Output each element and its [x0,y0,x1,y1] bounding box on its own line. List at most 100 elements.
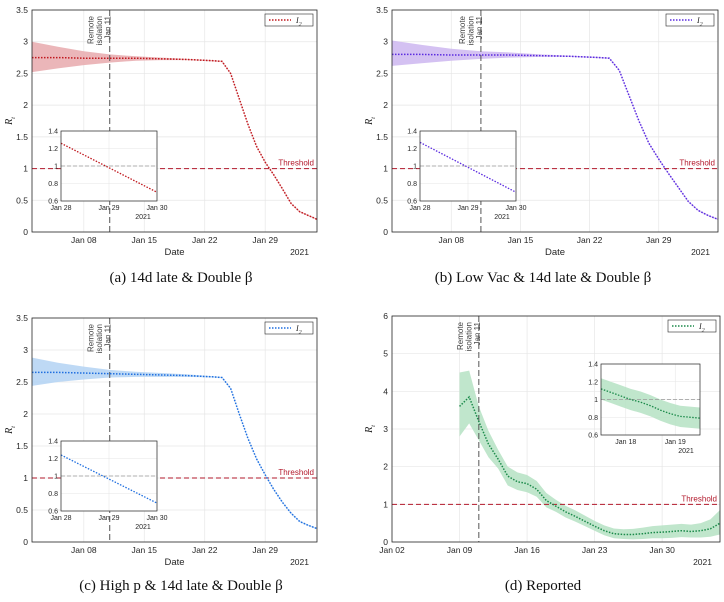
y-tick-label: 5 [383,349,388,359]
inset-y-tick-label: 0.6 [588,433,598,440]
x-axis-label: Date [545,247,565,258]
inset-a: 0.6 0.8 1 1.2 1.4 Jan 28 Jan 29 Jan 30 2021 [48,129,167,222]
inset-x-tick-label: Jan 18 [615,439,636,446]
y-tick-label: 1 [23,164,28,174]
inset-x-tick-label: Jan 29 [98,515,119,522]
y-tick-label: 0 [383,537,388,547]
y-tick-label: 3 [23,37,28,47]
axes-frame [391,9,719,233]
inset-y-tick-label: 0.6 [48,509,58,516]
inset-y-tick-label: 1 [413,164,417,171]
inset-x-tick-label: Jan 28 [50,205,71,212]
chart-panel-c: 0 0.5 1 1.5 2 2.5 3 3.5 Jan 08 Jan 15 Jan 22 Jan 29… [4,313,318,568]
inset-c: 0.6 0.8 1 1.2 1.4 Jan 28 Jan 29 Jan 30 2021 [48,439,167,532]
x-tick-label: Jan 08 [71,545,97,555]
inset-x-tick-label: Jan 30 [146,515,167,522]
y-tick-label: 1 [23,473,28,483]
y-tick-label: 2.5 [376,68,388,78]
inset-series-line [419,141,517,193]
y-tick-label: 2.5 [16,68,28,78]
inset-y-tick-label: 1.4 [48,439,58,446]
y-tick-label: 1.5 [16,132,28,142]
y-tick-label: 1 [383,499,388,509]
legend-box [264,321,314,335]
confidence-band [32,41,317,220]
x-tick-label: Jan 08 [439,235,465,245]
threshold-label: Threshold [681,494,717,503]
inset-y-tick-label: 1.2 [48,456,58,463]
event-label: Jan 11 [475,15,484,39]
y-tick-label: 0.5 [376,195,388,205]
y-axis-label: Rt [364,117,377,126]
inset-series-line [600,388,701,419]
legend-box [264,13,314,27]
y-tick-label: 1.5 [376,132,388,142]
event-label: Jan 11 [104,15,113,39]
inset-y-tick-label: 1.2 [407,146,417,153]
y-tick-label: 0 [383,227,388,237]
inset-y-tick-label: 0.6 [48,199,58,206]
y-tick-label: 3.5 [376,5,388,15]
inset-frame [60,440,158,512]
y-tick-label: 6 [383,311,388,321]
axes-frame [31,317,318,543]
x-tick-label: Jan 30 [649,545,675,555]
y-tick-label: 0 [23,537,28,547]
x-tick-label: Jan 02 [379,545,405,555]
inset-x-tick-label: Jan 29 [457,205,478,212]
year-label: 2021 [691,247,710,257]
inset-year-label: 2021 [135,524,151,531]
inset-x-tick-label: Jan 28 [409,205,430,212]
legend-box [665,13,715,27]
confidence-band [32,357,317,530]
year-label: 2021 [290,247,309,257]
x-axis-label: Date [164,557,184,568]
inset-y-tick-label: 1 [54,474,58,481]
inset-y-tick-label: 0.6 [407,199,417,206]
chart-panel-d: 0 1 2 3 4 5 6 Jan 02 Jan 09 Jan 16 Jan 23 Jan 30 Thr… [364,311,721,567]
x-tick-label: Jan 09 [447,545,473,555]
caption-c: (c) High p & 14d late & Double β [79,578,283,594]
y-tick-label: 2 [23,409,28,419]
x-tick-label: Jan 22 [577,235,603,245]
inset-frame [419,130,517,202]
y-tick-label: 1 [383,164,388,174]
inset-year-label: 2021 [678,448,694,455]
x-axis-label: Date [164,247,184,258]
threshold-label: Threshold [679,159,715,168]
inset-band [601,378,700,429]
y-axis-label: Rt [4,117,17,126]
inset-frame [60,130,158,202]
event-label: isolation [95,324,104,353]
inset-y-tick-label: 1 [54,164,58,171]
year-label: 2021 [290,557,309,567]
series-line-i2 [32,56,318,221]
legend-label: I2 [698,322,705,334]
y-axis-label: Rt [4,426,17,435]
caption-b: (b) Low Vac & 14d late & Double β [434,270,652,286]
y-tick-label: 0 [23,227,28,237]
chart-panel-b: 0 0.5 1 1.5 2 2.5 3 3.5 Jan 08 Jan 15 Jan 22 Jan 29… [364,5,719,258]
y-tick-label: 0.5 [16,195,28,205]
y-tick-label: 3.5 [16,5,28,15]
caption-d: (d) Reported [504,578,582,594]
y-tick-label: 2 [383,100,388,110]
inset-y-tick-label: 0.8 [407,181,417,188]
inset-y-tick-label: 1.2 [48,146,58,153]
inset-y-tick-label: 1.2 [588,379,598,386]
x-tick-label: Jan 15 [508,235,534,245]
y-tick-label: 2.5 [16,377,28,387]
x-tick-label: Jan 08 [71,235,97,245]
y-tick-label: 3 [383,424,388,434]
legend-label: I2 [696,16,703,28]
series-line-i2 [392,53,719,221]
y-axis-label: Rt [364,425,377,434]
inset-x-tick-label: Jan 30 [146,205,167,212]
y-tick-label: 2 [383,462,388,472]
inset-b: 0.6 0.8 1 1.2 1.4 Jan 28 Jan 29 Jan 30 2021 [407,129,526,222]
inset-y-tick-label: 1.4 [407,129,417,136]
x-tick-label: Jan 22 [192,545,218,555]
event-label: Jan 11 [104,323,113,347]
inset-x-tick-label: Jan 30 [505,205,526,212]
inset-y-tick-label: 0.8 [48,181,58,188]
